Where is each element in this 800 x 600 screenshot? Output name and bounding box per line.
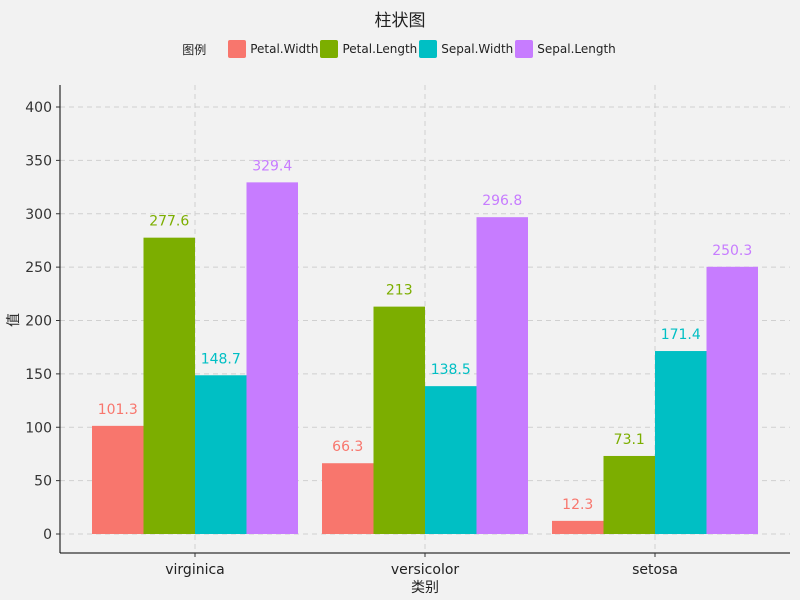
y-tick-label: 150 [25, 367, 52, 383]
data-label: 250.3 [712, 243, 752, 259]
data-label: 138.5 [431, 362, 471, 378]
data-label: 12.3 [562, 497, 593, 513]
y-tick-label: 350 [25, 153, 52, 169]
data-label: 101.3 [98, 402, 138, 418]
x-tick-label: virginica [165, 562, 225, 578]
x-tick-label: setosa [632, 562, 678, 578]
legend-title: 图例 [182, 42, 207, 57]
bar [322, 463, 374, 534]
bar [425, 386, 477, 534]
legend-swatch [320, 40, 339, 58]
data-label: 213 [386, 283, 413, 299]
y-tick-label: 400 [25, 100, 52, 116]
data-label: 296.8 [482, 193, 522, 209]
x-axis-title: 类别 [411, 580, 439, 596]
y-tick-label: 300 [25, 207, 52, 223]
bar [373, 306, 425, 534]
legend-item-petal-length: Petal.Length [320, 40, 417, 58]
data-label: 66.3 [332, 439, 363, 455]
bar [246, 182, 298, 535]
bar [143, 237, 195, 535]
legend-swatch [419, 40, 438, 58]
legend-swatch [228, 40, 247, 58]
data-label: 329.4 [252, 158, 292, 174]
bar [476, 217, 528, 534]
legend-label: Sepal.Length [537, 42, 616, 56]
bar [552, 520, 604, 534]
y-tick-label: 250 [25, 260, 52, 276]
legend-item-sepal-width: Sepal.Width [419, 40, 513, 58]
y-tick-label: 100 [25, 420, 52, 436]
y-tick-label: 200 [25, 314, 52, 330]
legend-item-sepal-length: Sepal.Length [515, 40, 616, 58]
legend: 图例 Petal.Width Petal.Length Sepal.Width … [0, 40, 800, 58]
legend-label: Petal.Width [250, 42, 319, 56]
bar [92, 425, 144, 534]
data-label: 277.6 [149, 214, 189, 230]
bar [706, 266, 758, 534]
y-tick-label: 0 [43, 527, 52, 543]
bar [195, 375, 247, 534]
legend-label: Sepal.Width [441, 42, 514, 56]
legend-item-petal-width: Petal.Width [228, 40, 318, 58]
data-label: 73.1 [614, 432, 645, 448]
x-tick-label: versicolor [391, 562, 460, 578]
bar [655, 351, 707, 534]
legend-label: Petal.Length [342, 42, 418, 56]
legend-swatch [515, 40, 534, 58]
y-axis-title: 值 [6, 313, 22, 327]
chart-title: 柱状图 [374, 11, 426, 31]
y-tick-label: 50 [34, 474, 52, 490]
data-label: 171.4 [661, 327, 701, 343]
bar [603, 455, 655, 534]
data-label: 148.7 [201, 351, 241, 367]
